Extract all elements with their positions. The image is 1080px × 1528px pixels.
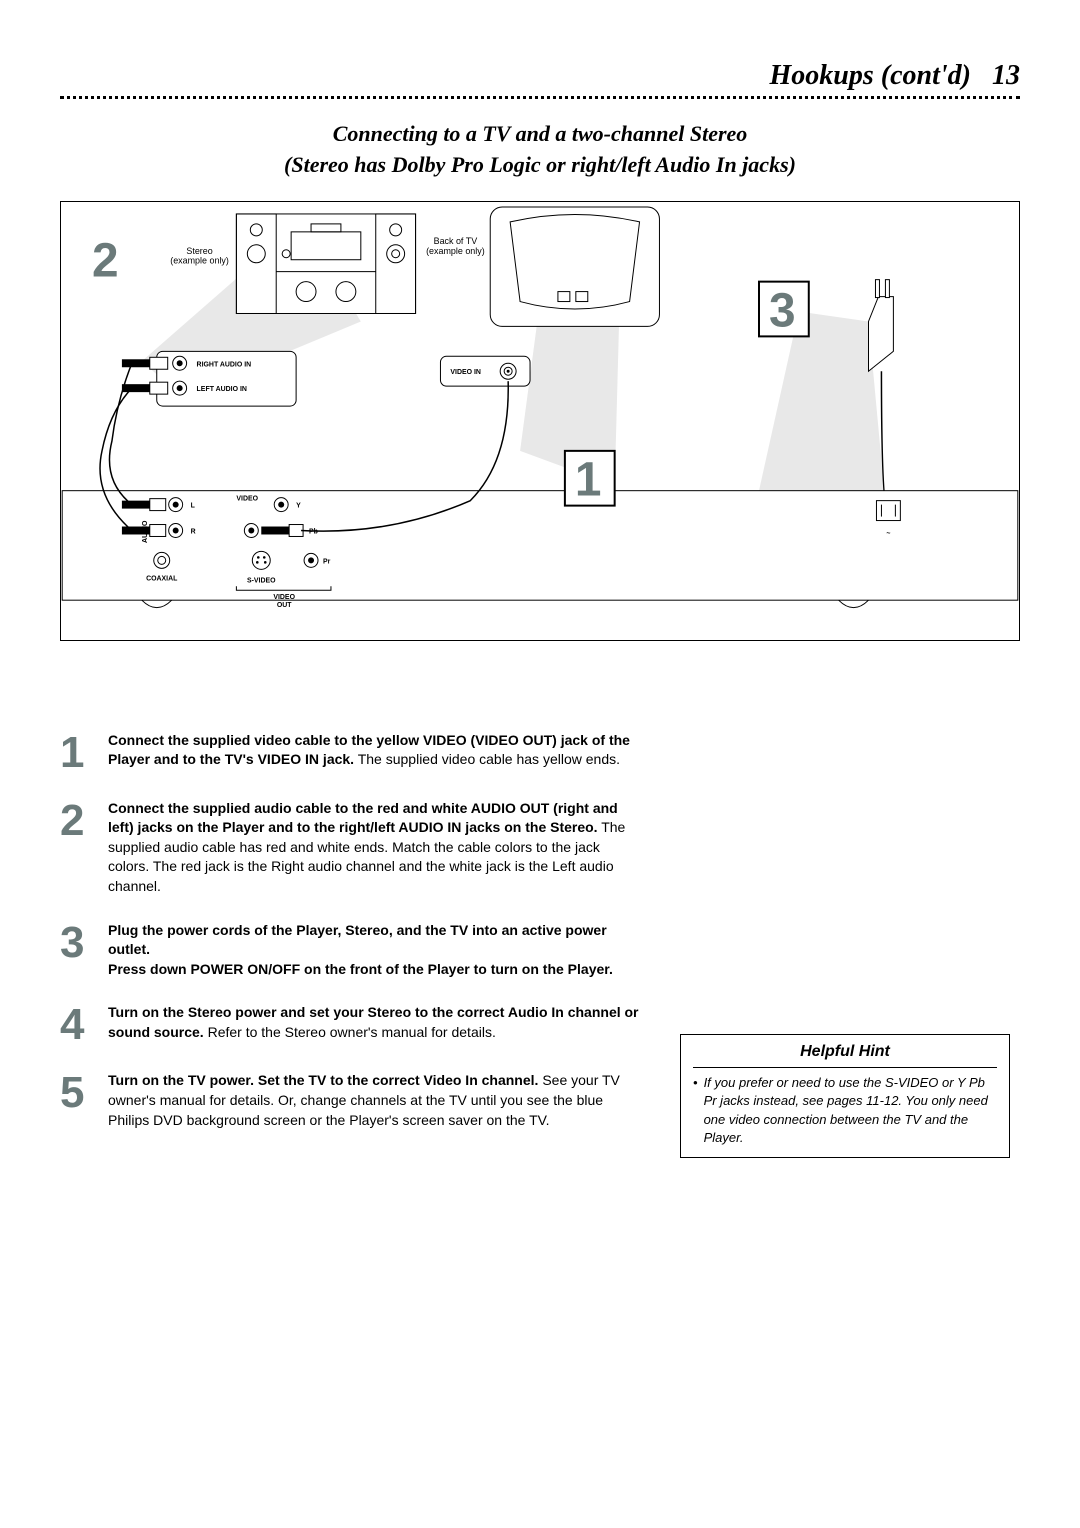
- video-out-label: VIDEO: [273, 594, 295, 601]
- svideo-label: S-VIDEO: [247, 577, 276, 584]
- diagram-svg: Stereo (example only) Back of TV (exampl…: [61, 202, 1019, 640]
- l-label: L: [191, 502, 196, 509]
- step-2: 2 Connect the supplied audio cable to th…: [60, 799, 640, 897]
- tv-label1: Back of TV: [434, 235, 478, 245]
- step-num: 1: [60, 731, 88, 775]
- step-num: 3: [60, 921, 88, 965]
- step-1: 1 Connect the supplied video cable to th…: [60, 731, 640, 775]
- svg-text:~: ~: [886, 530, 890, 537]
- step-text: Turn on the TV power. Set the TV to the …: [108, 1071, 640, 1130]
- video-in-label: VIDEO IN: [450, 369, 481, 376]
- stereo-label2: (example only): [170, 255, 229, 265]
- step-text: Connect the supplied video cable to the …: [108, 731, 640, 770]
- header-title: Hookups (cont'd): [770, 60, 971, 91]
- stereo-drawing: [236, 214, 415, 314]
- header-page-num: 13: [992, 60, 1020, 91]
- steps-list: 1 Connect the supplied video cable to th…: [60, 731, 640, 1131]
- left-audio-label: LEFT AUDIO IN: [197, 386, 247, 393]
- player-back: L R AUDIO COAXIAL VIDEO Y Pb: [62, 490, 1018, 608]
- step-num: 4: [60, 1003, 88, 1047]
- subtitle-line1: Connecting to a TV and a two-channel Ste…: [60, 119, 1020, 150]
- y-label: Y: [296, 502, 301, 509]
- pb-label: Pb: [309, 528, 318, 535]
- step-text: Connect the supplied audio cable to the …: [108, 799, 640, 897]
- bullet-icon: •: [693, 1074, 698, 1147]
- page-header: Hookups (cont'd) 13: [60, 60, 1020, 99]
- hint-title: Helpful Hint: [693, 1043, 997, 1061]
- hint-body: • If you prefer or need to use the S-VID…: [693, 1074, 997, 1147]
- step-4: 4 Turn on the Stereo power and set your …: [60, 1003, 640, 1047]
- svg-text:OUT: OUT: [277, 602, 292, 609]
- step-num: 2: [60, 799, 88, 843]
- tv-label2: (example only): [426, 245, 485, 255]
- r-label: R: [191, 528, 196, 535]
- hint-divider: [693, 1067, 997, 1068]
- step-3: 3 Plug the power cords of the Player, St…: [60, 921, 640, 980]
- coaxial-label: COAXIAL: [146, 575, 178, 582]
- callout-1: 1: [575, 453, 602, 506]
- callout-3: 3: [769, 284, 796, 337]
- audio-label: AUDIO: [142, 520, 149, 543]
- right-audio-label: RIGHT AUDIO IN: [197, 361, 252, 368]
- stereo-label1: Stereo: [186, 245, 212, 255]
- video-label: VIDEO: [236, 495, 258, 502]
- step-text: Plug the power cords of the Player, Ster…: [108, 921, 640, 980]
- tv-input-panel: VIDEO IN: [440, 356, 530, 386]
- subtitle: Connecting to a TV and a two-channel Ste…: [60, 119, 1020, 181]
- step-text: Turn on the Stereo power and set your St…: [108, 1003, 640, 1042]
- subtitle-line2: (Stereo has Dolby Pro Logic or right/lef…: [60, 150, 1020, 181]
- callout-2: 2: [92, 234, 119, 287]
- tv-drawing: [490, 207, 659, 326]
- step-5: 5 Turn on the TV power. Set the TV to th…: [60, 1071, 640, 1130]
- pr-label: Pr: [323, 558, 331, 565]
- stereo-input-panel: RIGHT AUDIO IN LEFT AUDIO IN: [122, 351, 296, 406]
- connection-diagram: Stereo (example only) Back of TV (exampl…: [60, 201, 1020, 641]
- helpful-hint-box: Helpful Hint • If you prefer or need to …: [680, 1034, 1010, 1158]
- step-num: 5: [60, 1071, 88, 1115]
